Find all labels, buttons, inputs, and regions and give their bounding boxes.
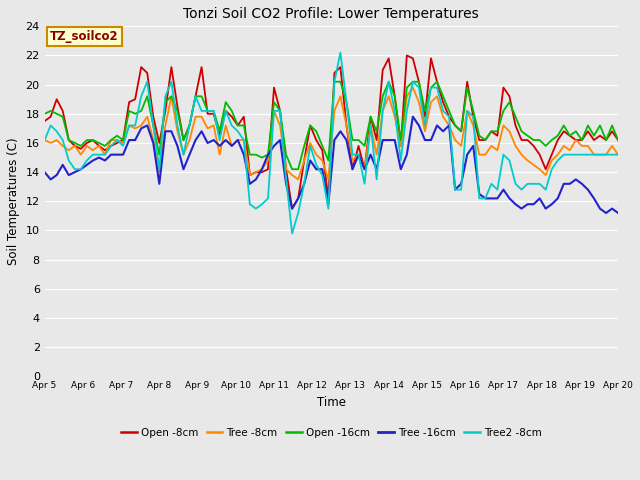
Open -16cm (294, 167, 302, 172)
Tree2 -8cm (361, 181, 369, 187)
Tree -16cm (330, 137, 338, 143)
Open -16cm (578, 137, 586, 143)
Tree -8cm (119, 140, 127, 146)
Tree2 -8cm (41, 137, 49, 143)
Tree2 -8cm (578, 152, 586, 157)
Open -8cm (337, 64, 344, 70)
Line: Open -16cm: Open -16cm (45, 82, 618, 169)
Tree2 -8cm (204, 108, 211, 114)
Open -16cm (614, 137, 622, 143)
Tree -8cm (614, 152, 622, 157)
Open -8cm (41, 118, 49, 124)
Title: Tonzi Soil CO2 Profile: Lower Temperatures: Tonzi Soil CO2 Profile: Lower Temperatur… (184, 7, 479, 21)
Line: Tree -8cm: Tree -8cm (45, 87, 618, 180)
Tree -8cm (409, 84, 417, 90)
Line: Open -8cm: Open -8cm (45, 56, 618, 209)
Open -8cm (578, 137, 586, 143)
Tree2 -8cm (342, 99, 350, 105)
Open -8cm (204, 111, 211, 117)
Tree -8cm (288, 172, 296, 178)
Open -16cm (119, 137, 127, 143)
Tree -8cm (578, 143, 586, 149)
Tree -8cm (355, 152, 362, 157)
Tree2 -8cm (337, 49, 344, 55)
Line: Tree -16cm: Tree -16cm (45, 117, 618, 213)
Text: TZ_soilco2: TZ_soilco2 (51, 30, 119, 43)
Open -8cm (119, 137, 127, 143)
Open -8cm (288, 206, 296, 212)
Tree -16cm (119, 152, 127, 157)
Tree -16cm (614, 210, 622, 216)
Tree2 -8cm (614, 152, 622, 157)
Tree -16cm (602, 210, 610, 216)
Open -16cm (288, 167, 296, 172)
Open -16cm (361, 143, 369, 149)
Tree -16cm (41, 169, 49, 175)
Tree -8cm (41, 137, 49, 143)
Tree -16cm (204, 140, 211, 146)
Open -8cm (614, 137, 622, 143)
Tree -16cm (572, 177, 580, 182)
Open -8cm (403, 53, 411, 59)
Open -16cm (204, 108, 211, 114)
Tree2 -8cm (294, 210, 302, 216)
Line: Tree2 -8cm: Tree2 -8cm (45, 52, 618, 233)
Tree -16cm (349, 167, 356, 172)
Tree -8cm (294, 177, 302, 182)
Open -8cm (355, 143, 362, 149)
X-axis label: Time: Time (317, 396, 346, 409)
Open -8cm (294, 195, 302, 201)
Y-axis label: Soil Temperatures (C): Soil Temperatures (C) (7, 137, 20, 265)
Tree -16cm (409, 114, 417, 120)
Tree -8cm (337, 94, 344, 99)
Legend: Open -8cm, Tree -8cm, Open -16cm, Tree -16cm, Tree2 -8cm: Open -8cm, Tree -8cm, Open -16cm, Tree -… (117, 423, 546, 442)
Open -16cm (342, 99, 350, 105)
Open -16cm (41, 111, 49, 117)
Tree2 -8cm (288, 230, 296, 236)
Tree -16cm (288, 206, 296, 212)
Tree2 -8cm (119, 143, 127, 149)
Open -16cm (330, 79, 338, 84)
Tree -8cm (204, 125, 211, 131)
